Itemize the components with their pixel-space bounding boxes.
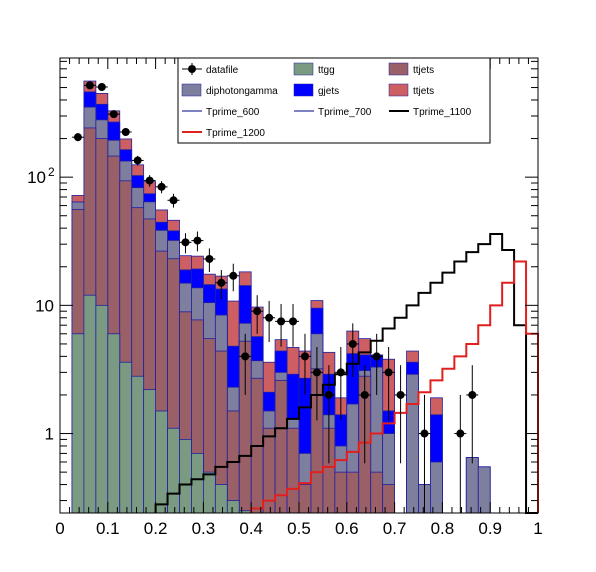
bar-ttgg-0 xyxy=(179,439,192,514)
data-point xyxy=(384,368,393,377)
legend-marker-datafile xyxy=(188,65,196,73)
bar-ttgg-0 xyxy=(191,453,204,514)
legend: datafile ttgg ttjets diphotongamma gjets ttje… xyxy=(177,57,491,144)
data-point xyxy=(133,156,142,165)
x-tick-label: 0.9 xyxy=(478,519,502,538)
data-point xyxy=(348,339,357,348)
legend-swatch-gjets xyxy=(293,83,314,97)
bar-ttgg-0 xyxy=(214,484,228,514)
bar-ttjets-1 xyxy=(382,484,395,514)
signal-lines xyxy=(154,233,539,514)
bar-ttjets-1 xyxy=(274,379,288,514)
bar-ttgg-0 xyxy=(131,375,145,514)
data-point xyxy=(157,182,166,191)
legend-label-tprime-1200: Tprime_1200 xyxy=(206,128,265,139)
legend-box xyxy=(177,57,491,144)
bar-diphotongamma-2 xyxy=(430,461,443,514)
line-tprime-1200 xyxy=(250,260,539,513)
legend-swatch-ttjets xyxy=(388,62,409,76)
bar-ttjets-1 xyxy=(370,471,384,514)
data-point xyxy=(396,390,405,399)
data-point xyxy=(169,196,178,205)
x-tick-label: 0.3 xyxy=(192,519,216,538)
legend-label-ttgg: ttgg xyxy=(318,65,335,76)
data-point xyxy=(205,254,214,263)
y-tick-label: 1 xyxy=(45,425,54,444)
bar-diphotongamma-2 xyxy=(477,466,491,514)
data-point xyxy=(145,176,154,185)
legend-swatch-diphotongamma xyxy=(181,83,202,97)
line-tprime-1100 xyxy=(154,233,538,514)
legend-label-ttjets: ttjets xyxy=(413,65,434,76)
x-tick-label: 0.1 xyxy=(96,519,120,538)
data-point xyxy=(253,307,262,316)
legend-label-datafile: datafile xyxy=(206,65,239,76)
bar-ttgg-0 xyxy=(167,427,180,514)
bar-ttgg-0 xyxy=(155,410,168,514)
legend-swatch-ttgg xyxy=(293,62,314,76)
data-point xyxy=(121,128,130,137)
data-point xyxy=(300,352,309,361)
x-tick-label: 1 xyxy=(533,519,542,538)
bar-ttgg-0 xyxy=(107,333,121,514)
legend-label-tprime-700: Tprime_700 xyxy=(318,107,372,118)
legend-label-tprime-600: Tprime_600 xyxy=(206,107,260,118)
legend-label-ttjets: ttjets xyxy=(413,86,434,97)
data-point xyxy=(109,110,118,119)
bar-ttgg-0 xyxy=(202,471,216,514)
data-point xyxy=(73,133,82,142)
bar-ttgg-0 xyxy=(95,304,109,514)
data-point xyxy=(289,317,298,326)
data-point xyxy=(85,81,94,90)
bar-ttgg-0 xyxy=(143,389,156,514)
bar-ttgg-0 xyxy=(119,361,133,514)
data-points xyxy=(71,81,479,513)
y-tick-label: 10 xyxy=(35,296,54,315)
data-point xyxy=(468,390,477,399)
legend-label-gjets: gjets xyxy=(318,86,339,97)
bar-ttjets-1 xyxy=(286,427,300,514)
x-tick-label: 0.7 xyxy=(383,519,407,538)
data-point xyxy=(456,429,465,438)
bar-ttgg-0 xyxy=(83,294,97,514)
x-tick-label: 0 xyxy=(55,519,64,538)
bar-ttjets-1 xyxy=(346,471,360,514)
data-point xyxy=(336,368,345,377)
bar-ttjets-1 xyxy=(334,471,348,514)
bar-diphotongamma-2 xyxy=(465,457,479,514)
data-point xyxy=(324,390,333,399)
data-point xyxy=(420,429,429,438)
legend-label-tprime-1100: Tprime_1100 xyxy=(413,107,472,118)
data-point xyxy=(265,313,274,322)
data-point xyxy=(229,271,238,280)
data-point xyxy=(372,352,381,361)
data-point xyxy=(360,390,369,399)
x-tick-label: 0.8 xyxy=(431,519,455,538)
data-point xyxy=(193,236,202,245)
legend-swatch-ttjets xyxy=(388,83,409,97)
legend-label-diphotongamma: diphotongamma xyxy=(206,86,278,97)
bar-ttgg-0 xyxy=(226,500,240,514)
data-point xyxy=(181,238,190,247)
data-point xyxy=(277,317,286,326)
x-tick-label: 0.5 xyxy=(287,519,311,538)
data-point xyxy=(217,278,226,287)
x-tick-label: 0.4 xyxy=(239,519,263,538)
bar-ttjets-1 xyxy=(298,484,312,514)
data-point xyxy=(97,82,106,91)
bar-ttgg-0 xyxy=(71,333,85,514)
bar-diphotongamma-2 xyxy=(406,373,419,514)
x-tick-label: 0.2 xyxy=(144,519,168,538)
data-point xyxy=(312,368,321,377)
x-tick-label: 0.6 xyxy=(335,519,359,538)
data-point xyxy=(241,352,250,361)
y-tick-label: 10 xyxy=(27,168,46,187)
y-tick-exponent: 2 xyxy=(48,165,55,179)
